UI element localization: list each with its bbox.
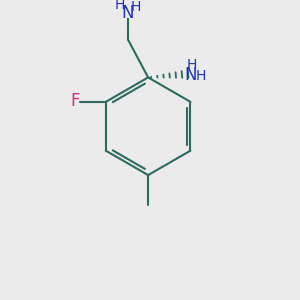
Text: H: H — [187, 58, 197, 72]
Text: F: F — [70, 92, 80, 110]
Text: H: H — [114, 0, 124, 11]
Text: N: N — [122, 4, 134, 22]
Text: H: H — [195, 70, 206, 83]
Text: N: N — [184, 66, 197, 84]
Text: H: H — [130, 0, 140, 14]
